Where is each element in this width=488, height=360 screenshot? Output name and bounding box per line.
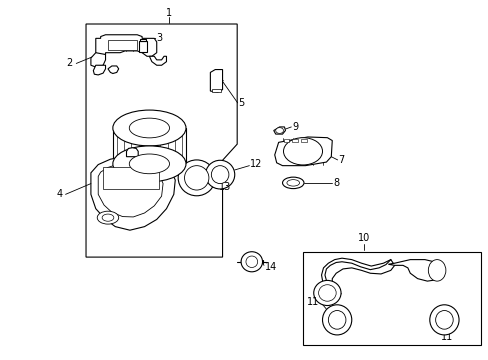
Text: 14: 14	[264, 262, 277, 272]
Text: 9: 9	[292, 122, 298, 132]
Polygon shape	[274, 137, 331, 166]
Ellipse shape	[97, 211, 119, 224]
Bar	[303, 252, 480, 345]
Polygon shape	[98, 163, 163, 217]
Bar	[283, 139, 289, 142]
Polygon shape	[91, 53, 105, 67]
Ellipse shape	[245, 256, 257, 267]
Bar	[301, 139, 306, 142]
Bar	[139, 41, 147, 52]
Ellipse shape	[313, 280, 340, 306]
Ellipse shape	[113, 110, 185, 146]
Ellipse shape	[286, 180, 299, 186]
Ellipse shape	[427, 260, 445, 281]
Ellipse shape	[429, 305, 458, 335]
Ellipse shape	[102, 214, 114, 221]
Text: 3: 3	[157, 33, 163, 43]
Polygon shape	[273, 127, 285, 134]
Bar	[211, 89, 220, 92]
Text: 4: 4	[57, 189, 63, 199]
Bar	[140, 39, 146, 41]
Ellipse shape	[282, 177, 304, 189]
Text: 11: 11	[306, 297, 319, 307]
Ellipse shape	[211, 166, 228, 184]
Ellipse shape	[322, 305, 351, 335]
Ellipse shape	[435, 311, 452, 329]
Text: 6: 6	[126, 171, 133, 181]
Bar	[103, 167, 159, 189]
Ellipse shape	[283, 138, 322, 165]
Polygon shape	[126, 148, 138, 157]
Ellipse shape	[318, 285, 335, 301]
Text: 11: 11	[440, 332, 452, 342]
Polygon shape	[108, 66, 119, 73]
Ellipse shape	[275, 128, 283, 134]
Polygon shape	[91, 156, 175, 230]
Text: 10: 10	[357, 233, 369, 243]
Polygon shape	[96, 35, 157, 56]
Ellipse shape	[178, 160, 215, 196]
Ellipse shape	[328, 311, 345, 329]
Text: 7: 7	[338, 155, 344, 165]
Bar	[108, 40, 137, 50]
Bar	[292, 139, 298, 142]
Text: 2: 2	[66, 58, 73, 68]
Text: 8: 8	[332, 178, 339, 188]
Ellipse shape	[184, 166, 208, 190]
Ellipse shape	[113, 146, 185, 182]
Polygon shape	[149, 56, 166, 65]
Polygon shape	[86, 24, 237, 257]
Polygon shape	[210, 69, 222, 92]
Ellipse shape	[205, 160, 234, 189]
Polygon shape	[93, 65, 105, 75]
Ellipse shape	[129, 154, 169, 174]
Text: 1: 1	[165, 8, 172, 18]
Polygon shape	[387, 260, 444, 281]
Ellipse shape	[241, 252, 262, 272]
Text: 5: 5	[238, 98, 244, 108]
Text: 12: 12	[250, 159, 262, 169]
Text: 13: 13	[219, 182, 231, 192]
Ellipse shape	[129, 118, 169, 138]
